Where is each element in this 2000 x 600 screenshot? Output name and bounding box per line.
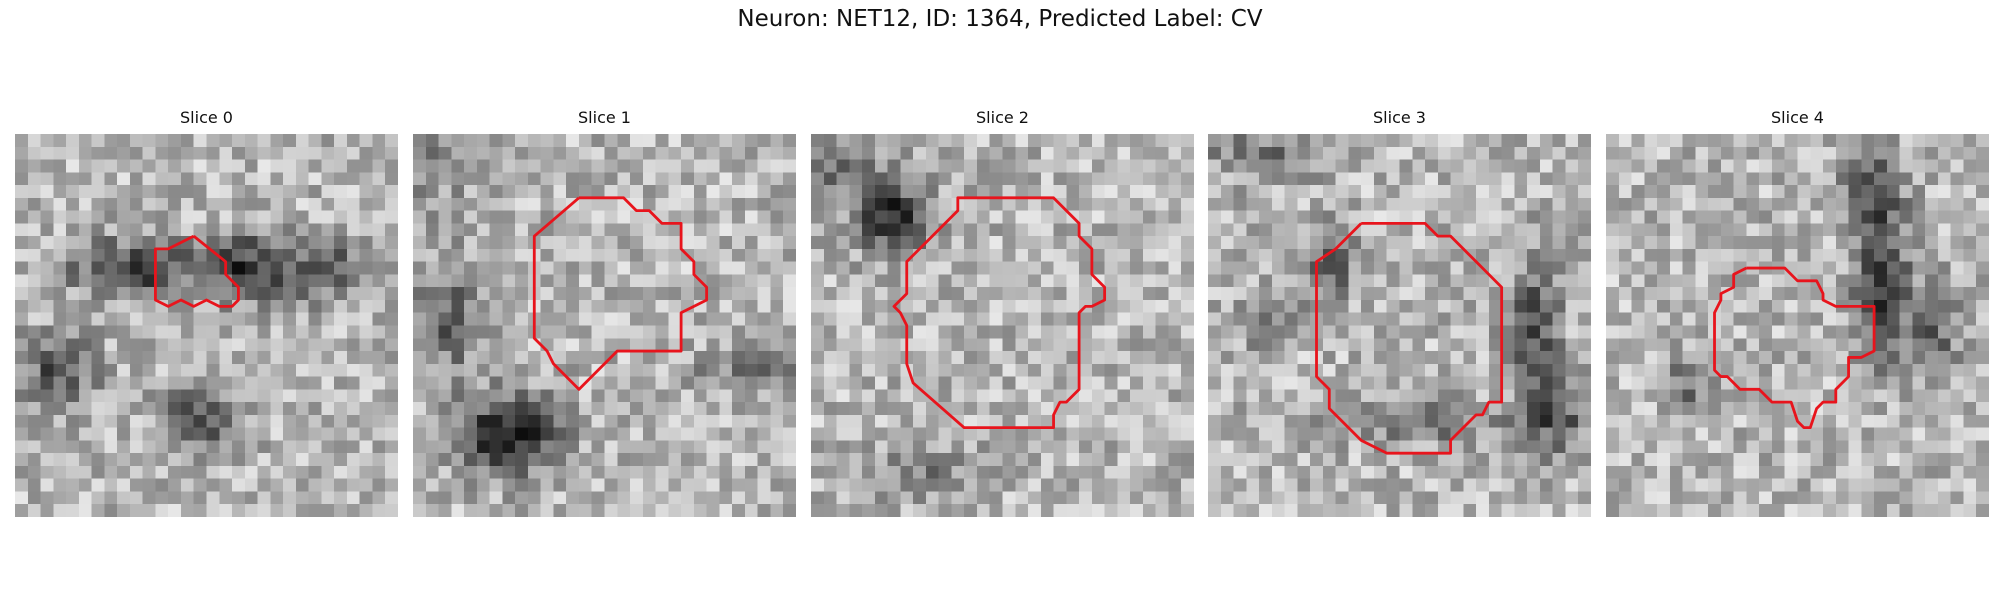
slice-image [413,134,796,517]
slice-image [1208,134,1591,517]
slice-title: Slice 1 [413,108,796,127]
pixel-grid [1606,134,1989,517]
slice-image [811,134,1194,517]
slice-title: Slice 0 [15,108,398,127]
figure-title: Neuron: NET12, ID: 1364, Predicted Label… [0,6,2000,32]
slice-image [15,134,398,517]
slice-image [1606,134,1989,517]
pixel-grid [1208,134,1591,517]
pixel-grid [413,134,796,517]
slice-title: Slice 4 [1606,108,1989,127]
pixel-grid [15,134,398,517]
slice-title: Slice 3 [1208,108,1591,127]
pixel-grid [811,134,1194,517]
slice-title: Slice 2 [811,108,1194,127]
